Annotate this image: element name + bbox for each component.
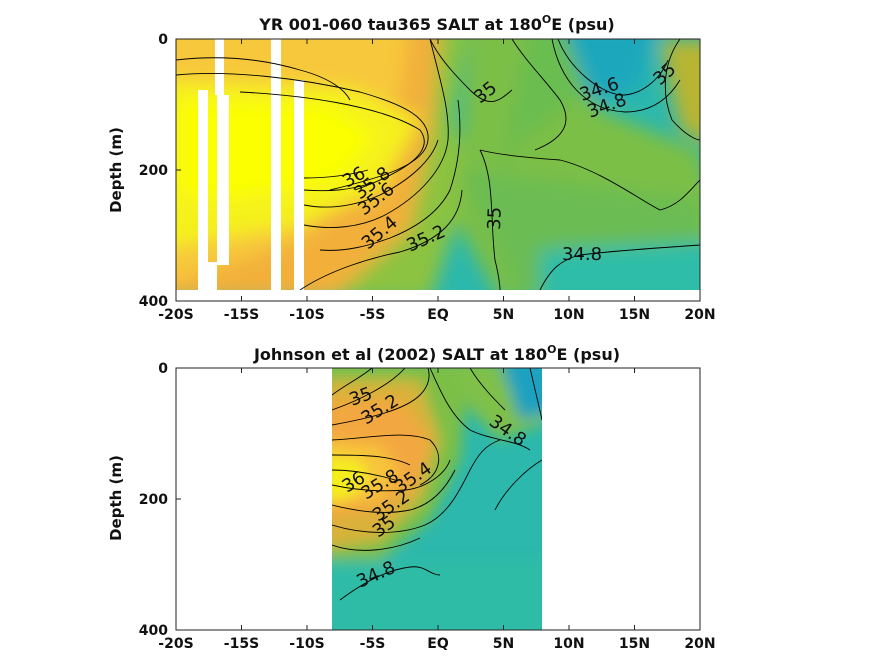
top-y-ticks: 0 200 400 <box>139 32 181 310</box>
top-contour-labels: 35 34.6 35 34.8 36 35.8 35.6 35.4 35.2 3… <box>339 59 680 265</box>
x-tick-label: EQ <box>427 636 449 652</box>
top-x-ticks: -20S -15S -10S -5S EQ 5N 10N 15N 20N <box>158 39 716 323</box>
bottom-salinity-field <box>332 368 542 630</box>
x-tick-label: -10S <box>289 636 324 652</box>
x-tick-label: -5S <box>360 307 386 323</box>
top-y-axis-label: Depth (m) <box>107 127 125 213</box>
bottom-panel: Johnson et al (2002) SALT at 180OE (psu) <box>107 343 716 652</box>
contour-label: 34.8 <box>562 244 602 265</box>
x-tick-label: 10N <box>553 636 584 652</box>
y-tick-label: 0 <box>158 32 168 48</box>
bottom-contours <box>332 368 542 601</box>
bottom-y-ticks: 0 200 400 <box>139 361 181 639</box>
y-tick-label: 0 <box>158 361 168 377</box>
x-tick-label: -20S <box>158 307 193 323</box>
x-tick-label: 10N <box>553 307 584 323</box>
x-tick-label: -20S <box>158 636 193 652</box>
x-tick-label: -15S <box>224 307 259 323</box>
y-tick-label: 400 <box>139 623 168 639</box>
x-tick-label: 20N <box>684 636 715 652</box>
x-tick-label: 5N <box>493 636 514 652</box>
x-tick-label: 5N <box>493 307 514 323</box>
x-tick-label: EQ <box>427 307 449 323</box>
x-tick-label: 15N <box>619 636 650 652</box>
top-missing-data <box>198 39 304 290</box>
bottom-x-ticks: -20S -15S -10S -5S EQ 5N 10N 15N 20N <box>158 368 716 652</box>
y-tick-label: 200 <box>139 163 168 179</box>
top-contours <box>176 39 700 290</box>
top-panel: YR 001-060 tau365 SALT at 180OE (psu) <box>107 13 716 323</box>
y-tick-label: 400 <box>139 294 168 310</box>
top-panel-title: YR 001-060 tau365 SALT at 180OE (psu) <box>258 13 615 34</box>
top-salinity-field <box>176 39 700 290</box>
x-tick-label: 15N <box>619 307 650 323</box>
x-tick-label: -15S <box>224 636 259 652</box>
contour-label: 35 <box>484 207 506 231</box>
x-tick-label: 20N <box>684 307 715 323</box>
bottom-y-axis-label: Depth (m) <box>107 455 125 541</box>
y-tick-label: 200 <box>139 492 168 508</box>
x-tick-label: -5S <box>360 636 386 652</box>
x-tick-label: -10S <box>289 307 324 323</box>
bottom-panel-title: Johnson et al (2002) SALT at 180OE (psu) <box>253 343 620 364</box>
